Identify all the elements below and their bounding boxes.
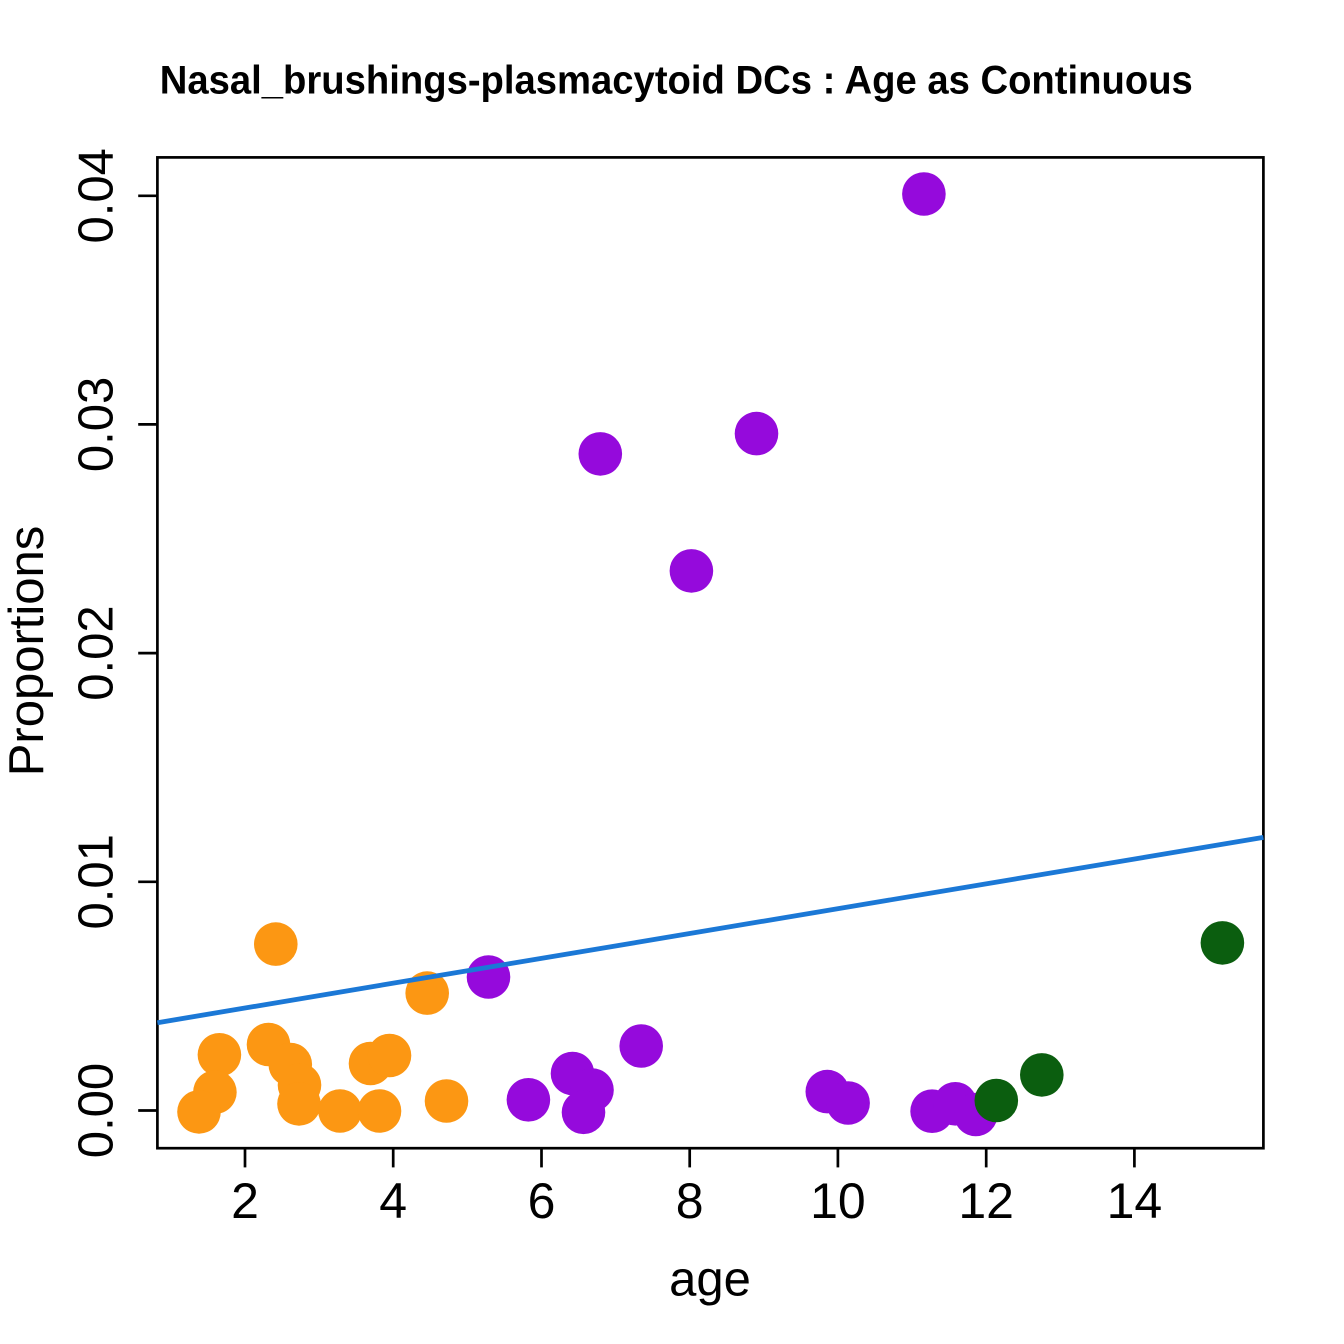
- svg-text:Proportions: Proportions: [0, 526, 54, 777]
- svg-text:0.02: 0.02: [70, 605, 124, 700]
- svg-text:Nasal_brushings-plasmacytoid D: Nasal_brushings-plasmacytoid DCs : Age a…: [160, 58, 1193, 102]
- svg-text:0.03: 0.03: [70, 377, 124, 472]
- svg-text:0.04: 0.04: [70, 148, 124, 243]
- svg-text:2: 2: [231, 1173, 259, 1229]
- svg-text:0.01: 0.01: [70, 834, 124, 929]
- svg-text:0.00: 0.00: [70, 1063, 124, 1158]
- svg-text:10: 10: [810, 1173, 866, 1229]
- svg-text:6: 6: [528, 1173, 556, 1229]
- svg-text:12: 12: [958, 1173, 1014, 1229]
- svg-text:8: 8: [676, 1173, 704, 1229]
- svg-text:4: 4: [379, 1173, 407, 1229]
- svg-text:age: age: [669, 1253, 751, 1307]
- svg-text:14: 14: [1107, 1173, 1163, 1229]
